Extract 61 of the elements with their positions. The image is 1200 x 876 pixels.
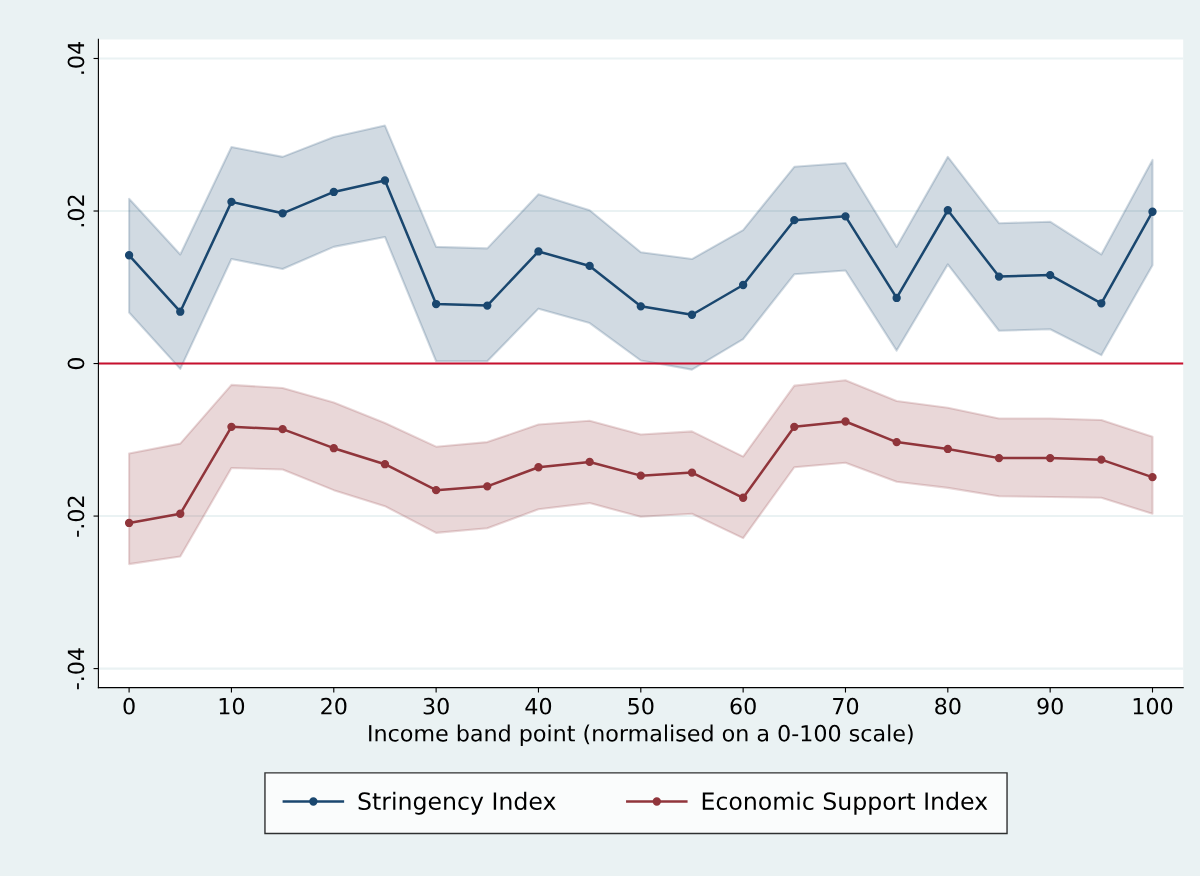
point <box>892 293 901 303</box>
x-tick-label: 90 <box>1037 697 1063 715</box>
point <box>329 444 338 453</box>
x-tick-label: 100 <box>1133 697 1173 715</box>
point <box>1045 270 1055 280</box>
point <box>994 272 1004 281</box>
point <box>1097 455 1106 464</box>
x-tick-label: 40 <box>525 697 552 715</box>
point <box>227 422 236 432</box>
point <box>943 206 952 215</box>
point <box>176 307 185 316</box>
point <box>431 485 441 495</box>
point <box>278 209 287 218</box>
point <box>636 471 645 480</box>
point <box>329 187 338 197</box>
legend-label: Economic Support Index <box>702 791 988 815</box>
y-tick-label: -.02 <box>67 496 85 537</box>
point <box>176 509 185 518</box>
y-tick-label: 0 <box>67 357 85 370</box>
point <box>1097 299 1106 308</box>
point <box>483 482 492 491</box>
x-axis-title: Income band point (normalised on a 0-100 scale) <box>369 724 913 746</box>
point <box>892 437 901 447</box>
point <box>841 417 850 426</box>
point <box>790 422 799 432</box>
point <box>585 457 594 467</box>
legend-label: Stringency Index <box>358 791 556 815</box>
point <box>483 301 492 310</box>
x-tick-label: 80 <box>935 697 961 715</box>
x-tick-label: 20 <box>321 697 347 715</box>
x-tick-label: 50 <box>628 697 654 715</box>
point <box>738 280 748 290</box>
point <box>534 463 543 472</box>
x-tick-label: 30 <box>423 697 449 715</box>
point <box>124 518 134 528</box>
point <box>687 310 697 319</box>
y-tick-label: .04 <box>67 42 85 74</box>
point <box>124 251 134 260</box>
x-tick-label: 10 <box>219 697 245 715</box>
point <box>687 468 697 477</box>
point <box>380 176 390 185</box>
point <box>1148 473 1157 482</box>
x-tick-label: 70 <box>833 697 859 715</box>
y-tick-label: -.04 <box>67 648 85 690</box>
point <box>841 212 850 221</box>
x-tick-label: 60 <box>730 697 756 715</box>
point <box>994 453 1004 463</box>
point <box>227 197 236 207</box>
point <box>943 444 952 454</box>
point <box>1148 207 1157 216</box>
x-tick-label: 0 <box>123 697 135 715</box>
point <box>636 302 645 311</box>
point <box>278 424 287 434</box>
point <box>790 215 799 225</box>
point <box>380 460 390 469</box>
point <box>1045 453 1055 463</box>
point <box>738 493 748 502</box>
point <box>431 299 441 309</box>
point <box>534 247 543 256</box>
y-tick-label: .02 <box>67 195 85 227</box>
point <box>585 261 594 271</box>
